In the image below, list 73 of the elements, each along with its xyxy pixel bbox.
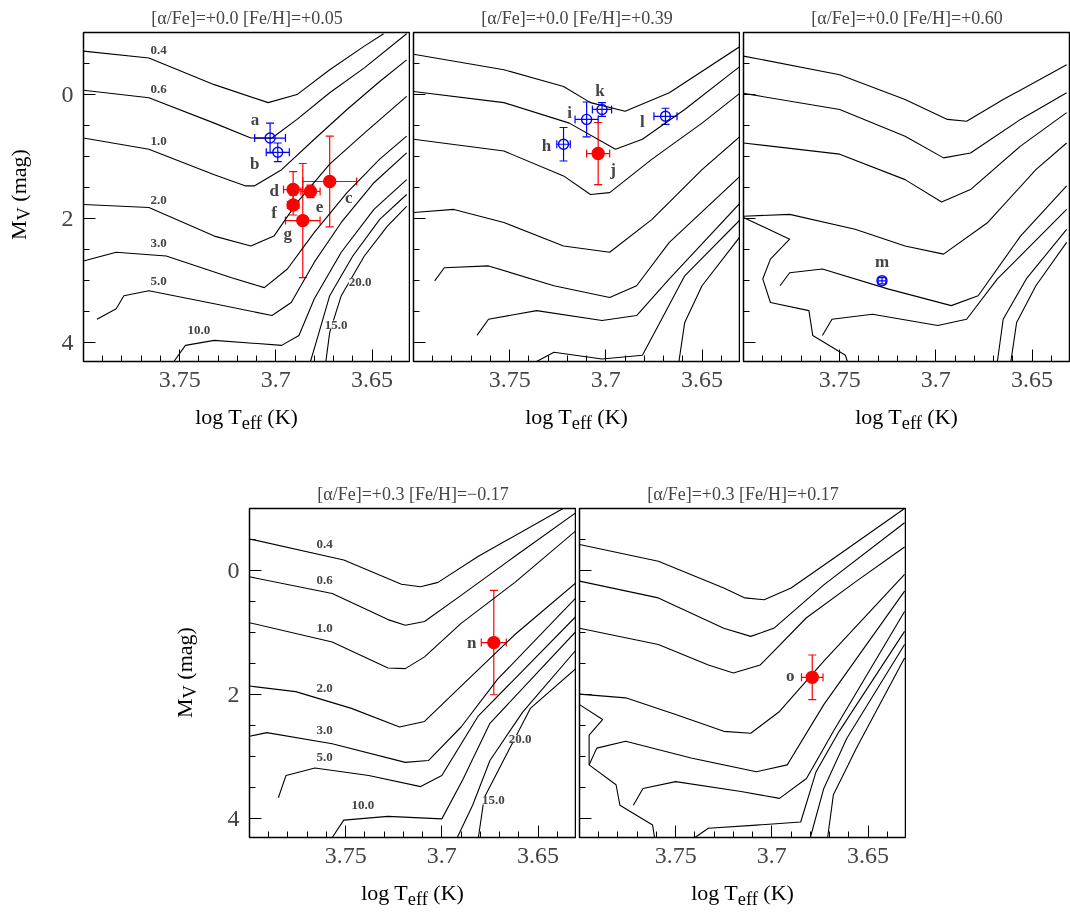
series-label: n bbox=[467, 633, 478, 653]
x-tick-label: 3.65 bbox=[1011, 365, 1054, 392]
series-label: 10.0 bbox=[187, 322, 211, 338]
y-tick-label: 2 bbox=[227, 681, 240, 708]
point bbox=[580, 113, 593, 126]
point bbox=[264, 132, 276, 144]
point bbox=[296, 213, 310, 228]
x-tick-label: 3.7 bbox=[756, 841, 787, 868]
point bbox=[272, 146, 284, 158]
series-label: l bbox=[640, 111, 646, 131]
y-tick-label: 4 bbox=[227, 805, 240, 832]
x-tick-label: 3.65 bbox=[681, 365, 724, 392]
series-label: 3.0 bbox=[150, 235, 167, 251]
chart-title: [α/Fe]=+0.0 [Fe/H]=+0.60 bbox=[811, 7, 1003, 28]
series-label: 1.0 bbox=[150, 133, 167, 149]
chart-title: [α/Fe]=+0.3 [Fe/H]=+0.17 bbox=[647, 483, 839, 504]
series-label: 1.0 bbox=[316, 620, 333, 636]
x-tick-label: 3.7 bbox=[426, 841, 457, 868]
series-label: g bbox=[283, 224, 293, 244]
y-tick-label: 0 bbox=[61, 81, 74, 108]
series-label: f bbox=[271, 202, 278, 222]
x-axis-title: log T$_{eff}$ (K) bbox=[525, 404, 628, 435]
series-label: 0.4 bbox=[150, 41, 168, 57]
series-label: 2.0 bbox=[150, 191, 167, 207]
series-label: e bbox=[315, 196, 324, 216]
series-label: b bbox=[250, 153, 260, 173]
x-tick-label: 3.65 bbox=[351, 365, 394, 392]
x-tick-label: 3.75 bbox=[158, 365, 201, 392]
series-label: 2.0 bbox=[316, 680, 333, 696]
y-tick-label: 2 bbox=[61, 205, 74, 232]
series-label: h bbox=[541, 135, 552, 155]
x-axis-title: log T$_{eff}$ (K) bbox=[855, 404, 958, 435]
series-label: 15.0 bbox=[482, 792, 505, 808]
chart-title: [α/Fe]=+0.3 [Fe/H]=−0.17 bbox=[317, 483, 509, 504]
x-tick-label: 3.7 bbox=[920, 365, 951, 392]
x-tick-label: 3.7 bbox=[590, 365, 621, 392]
y-tick-label: 4 bbox=[61, 329, 74, 356]
series-label: 20.0 bbox=[348, 274, 372, 290]
series-label: 0.6 bbox=[316, 572, 334, 588]
series-label: c bbox=[344, 187, 353, 207]
series-label: o bbox=[786, 665, 795, 685]
x-tick-label: 3.75 bbox=[488, 365, 531, 392]
x-tick-label: 3.75 bbox=[818, 365, 861, 392]
series-label: k bbox=[595, 80, 606, 100]
series-label: d bbox=[269, 181, 280, 201]
point bbox=[323, 174, 337, 189]
series-label: 3.0 bbox=[316, 722, 333, 738]
series-label: 15.0 bbox=[324, 316, 348, 332]
series-label: m bbox=[874, 252, 890, 272]
chart-title: [α/Fe]=+0.0 [Fe/H]=+0.39 bbox=[481, 7, 673, 28]
series-label: 0.6 bbox=[150, 81, 168, 97]
series-label: 5.0 bbox=[316, 749, 333, 765]
x-axis-title: log T$_{eff}$ (K) bbox=[361, 880, 464, 911]
point bbox=[591, 146, 605, 161]
series-label: 20.0 bbox=[508, 731, 532, 747]
line-series bbox=[96, 152, 408, 320]
series-label: 5.0 bbox=[150, 272, 167, 288]
line-series bbox=[83, 135, 408, 289]
x-axis-title: log T$_{eff}$ (K) bbox=[195, 404, 298, 435]
chart-title: [α/Fe]=+0.0 [Fe/H]=+0.05 bbox=[151, 7, 343, 28]
x-tick-label: 3.65 bbox=[847, 841, 890, 868]
x-axis-title: log T$_{eff}$ (K) bbox=[691, 880, 794, 911]
series-label: j bbox=[609, 160, 616, 180]
x-tick-label: 3.65 bbox=[517, 841, 560, 868]
series-label: a bbox=[250, 109, 260, 129]
series-label: 0.4 bbox=[316, 535, 334, 551]
y-tick-label: 0 bbox=[227, 557, 240, 584]
line-series bbox=[83, 95, 408, 247]
x-tick-label: 3.75 bbox=[654, 841, 697, 868]
series-label: 10.0 bbox=[351, 796, 375, 812]
series-label: i bbox=[567, 102, 573, 122]
x-tick-label: 3.7 bbox=[260, 365, 291, 392]
x-tick-label: 3.75 bbox=[324, 841, 367, 868]
